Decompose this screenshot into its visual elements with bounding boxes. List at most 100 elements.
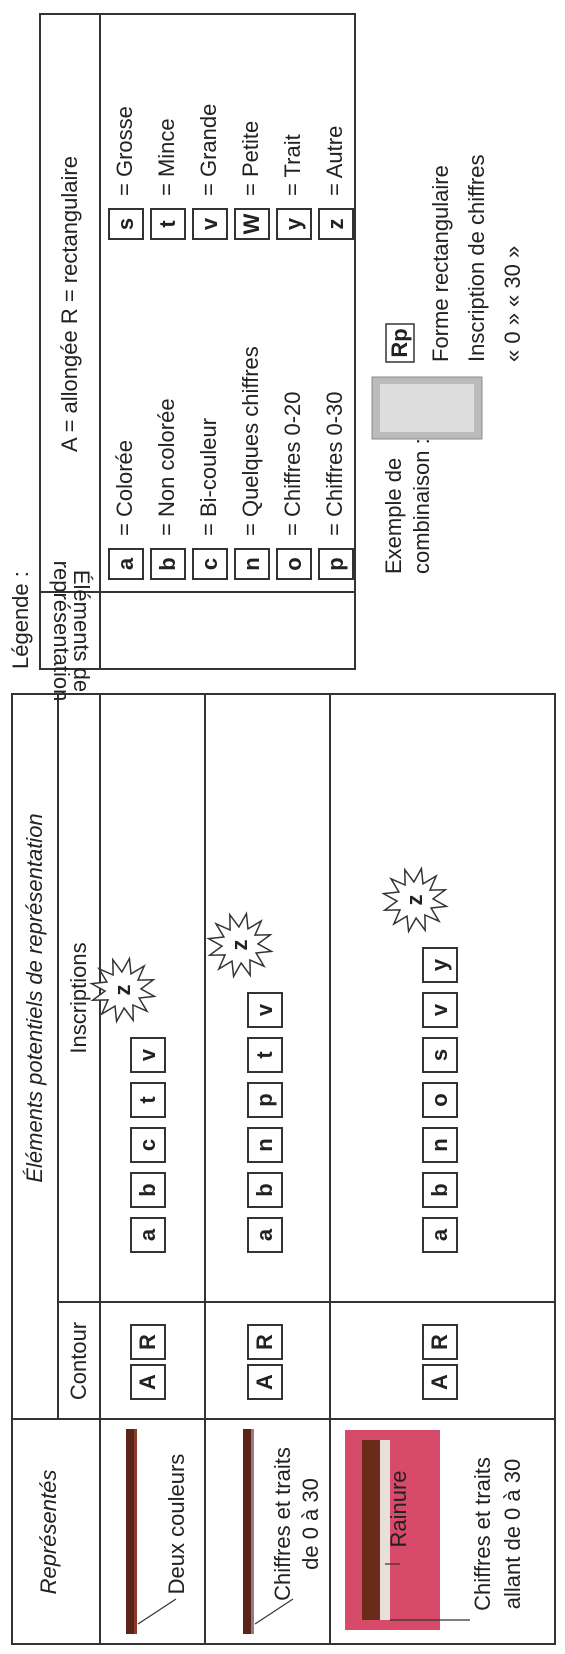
letter-box [130,1172,166,1208]
letter-box [108,208,144,240]
letter-box [130,1037,166,1073]
letter: a [135,1228,160,1241]
letter-box [422,992,458,1028]
burst [206,911,274,979]
letter-box [130,1324,166,1360]
letter-box [247,1172,283,1208]
legend-title: Légende : [8,571,33,669]
letter-box [247,992,283,1028]
letter: z [110,985,135,996]
letter-box [422,1172,458,1208]
letter: z [323,219,348,230]
header: Représentés [36,1470,61,1595]
letter-box [318,208,354,240]
example-code: Rp [387,328,412,357]
letter-box [130,1217,166,1253]
letter-box [247,1082,283,1118]
ruler-image [362,1440,380,1620]
letter: b [135,1183,160,1196]
burst [381,866,449,934]
letter: t [252,1051,277,1059]
legend-meaning: = Autre [322,126,347,196]
letter: p [252,1093,277,1106]
example-line: « 0 » « 30 » [500,246,525,362]
table-frame [11,693,556,1645]
letter: A [427,1374,452,1390]
letter: p [323,557,348,570]
letter-box [422,1324,458,1360]
column-header-text: représentation [49,561,74,702]
legend-frame [39,13,356,670]
column-header-text: Éléments de [69,570,94,692]
letter: z [402,895,427,906]
legend-meaning: = Grande [196,104,221,196]
letter: t [155,220,180,228]
letter-box [247,1217,283,1253]
letter: o [427,1093,452,1106]
legend-meaning: = Petite [238,121,263,196]
shapes-legend: A = allongée R = rectangulaire [57,156,82,452]
legend-meaning: = Grosse [112,106,137,196]
letter-box [130,1082,166,1118]
example-title: Exemple de [381,458,406,574]
letter-box [234,208,270,240]
example-image [380,384,474,432]
letter: A [252,1374,277,1390]
letter: v [197,217,222,230]
letter: c [135,1139,160,1151]
letter-box [234,548,270,580]
example-line: Forme rectangulaire [428,165,453,362]
letter: b [252,1183,277,1196]
letter: R [135,1334,160,1350]
letter-box [422,947,458,983]
letter-box [422,1037,458,1073]
letter-box [192,548,228,580]
ruler-image [126,1429,135,1634]
letter: s [113,218,138,230]
letter: y [281,217,306,230]
rule [137,1598,177,1625]
letter-box [422,1082,458,1118]
legend-meaning: = Quelques chiffres [238,346,263,536]
legend-meaning: = Non colorée [154,398,179,536]
example-title: combinaison : [409,438,434,574]
ruler-image [134,1429,137,1634]
letter: v [252,1003,277,1016]
letter-box [247,1364,283,1400]
letter-box [276,548,312,580]
example-line: Inscription de chiffres [464,155,489,362]
legend-meaning: = Trait [280,134,305,196]
row-label: Rainure [386,1470,411,1547]
ruler-image [380,1440,390,1620]
letter: n [427,1138,452,1151]
letter: n [252,1138,277,1151]
letter: b [427,1183,452,1196]
letter: s [427,1049,452,1061]
letter: y [427,958,452,971]
legend-meaning: = Chiffres 0-30 [322,391,347,536]
row-label: Deux couleurs [164,1454,189,1595]
letter: n [239,557,264,570]
row-label: Chiffres et traits [270,1447,295,1601]
legend-meaning: = Bi-couleur [196,418,221,536]
row-label: de 0 à 30 [298,1478,323,1570]
letter: v [135,1048,160,1061]
letter-box [247,1324,283,1360]
row-label: Chiffres et traits [470,1457,495,1611]
letter: z [227,940,252,951]
letter-box [422,1217,458,1253]
letter: a [113,557,138,570]
legend-meaning: = Chiffres 0-20 [280,391,305,536]
letter-box [318,548,354,580]
letter-box [130,1127,166,1163]
header: Contour [66,1322,91,1400]
letter: A [135,1374,160,1390]
letter-box [247,1037,283,1073]
letter-box [247,1127,283,1163]
letter-box [192,208,228,240]
letter: W [239,213,264,234]
